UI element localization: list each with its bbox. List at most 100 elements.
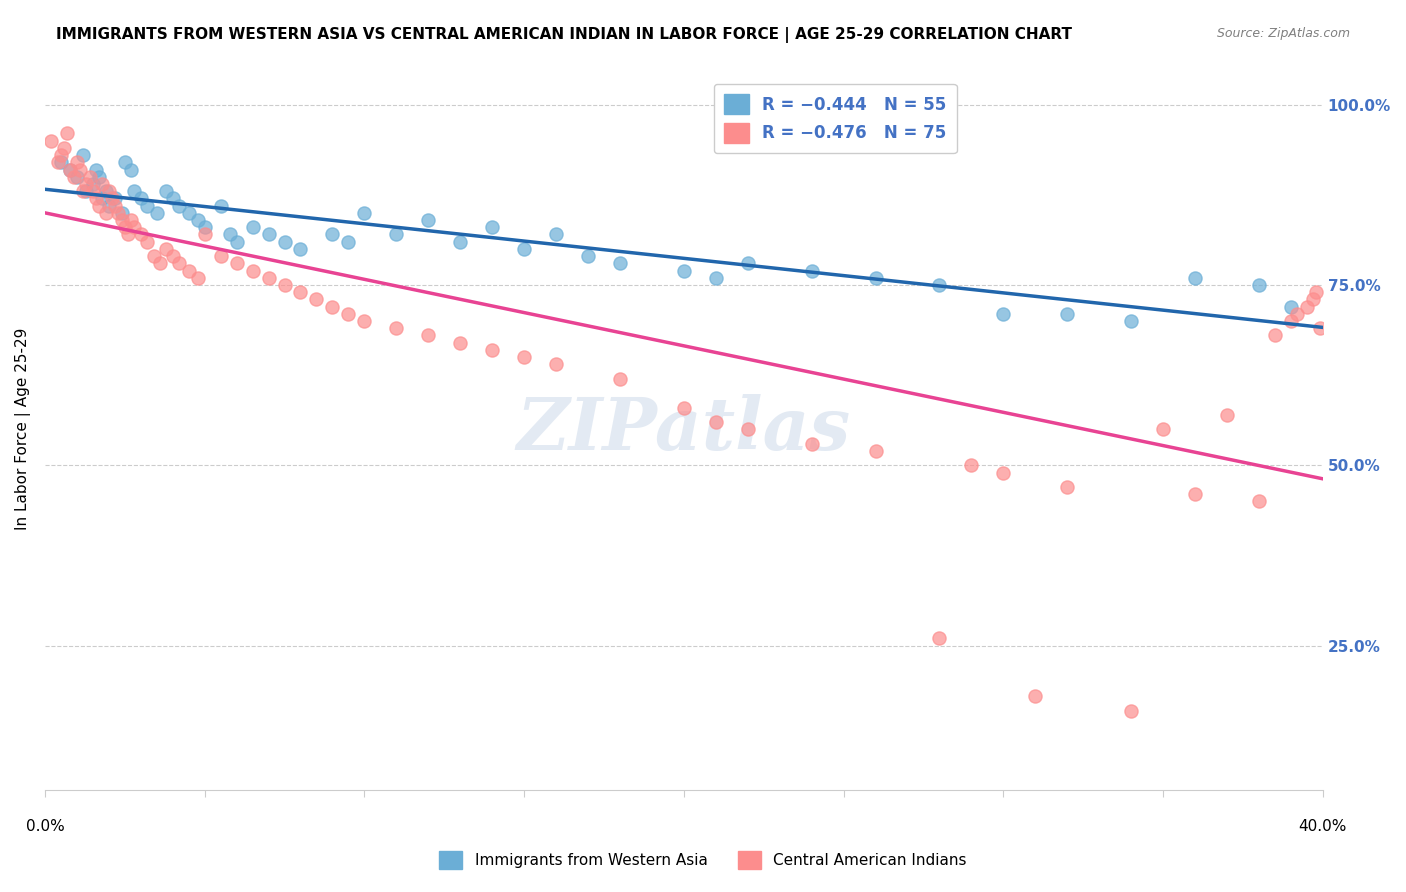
Point	[110, 213, 132, 227]
Point	[273, 235, 295, 249]
Point	[49, 155, 72, 169]
Point	[481, 343, 503, 357]
Point	[1184, 270, 1206, 285]
Point	[1056, 307, 1078, 321]
Point	[97, 198, 120, 212]
Point	[385, 321, 408, 335]
Point	[142, 249, 165, 263]
Point	[177, 206, 200, 220]
Point	[177, 263, 200, 277]
Point	[1216, 408, 1239, 422]
Text: ZIPatlas: ZIPatlas	[517, 393, 851, 465]
Point	[79, 169, 101, 184]
Point	[69, 162, 91, 177]
Point	[1152, 422, 1174, 436]
Point	[1279, 300, 1302, 314]
Point	[66, 169, 89, 184]
Point	[290, 242, 312, 256]
Point	[91, 191, 114, 205]
Point	[91, 177, 114, 191]
Point	[84, 162, 107, 177]
Point	[242, 220, 264, 235]
Point	[129, 227, 152, 242]
Point	[737, 422, 759, 436]
Point	[89, 169, 111, 184]
Point	[155, 242, 177, 256]
Point	[1286, 307, 1309, 321]
Point	[1184, 487, 1206, 501]
Point	[609, 372, 631, 386]
Point	[1309, 321, 1331, 335]
Point	[1247, 494, 1270, 508]
Point	[513, 350, 536, 364]
Point	[1264, 328, 1286, 343]
Point	[117, 227, 139, 242]
Point	[56, 127, 79, 141]
Point	[960, 458, 983, 473]
Point	[928, 277, 950, 292]
Point	[82, 184, 104, 198]
Point	[162, 191, 184, 205]
Point	[800, 436, 823, 450]
Point	[120, 162, 142, 177]
Point	[120, 213, 142, 227]
Point	[225, 256, 247, 270]
Point	[145, 206, 167, 220]
Point	[104, 191, 127, 205]
Point	[576, 249, 599, 263]
Point	[84, 191, 107, 205]
Point	[53, 141, 76, 155]
Point	[481, 220, 503, 235]
Point	[162, 249, 184, 263]
Point	[418, 213, 440, 227]
Point	[104, 198, 127, 212]
Point	[94, 184, 117, 198]
Point	[672, 263, 695, 277]
Point	[219, 227, 242, 242]
Point	[257, 270, 280, 285]
Point	[149, 256, 172, 270]
Point	[59, 162, 82, 177]
Point	[321, 227, 343, 242]
Point	[385, 227, 408, 242]
Point	[1279, 314, 1302, 328]
Point	[59, 162, 82, 177]
Point	[110, 206, 132, 220]
Text: 40.0%: 40.0%	[1299, 819, 1347, 834]
Point	[546, 227, 568, 242]
Point	[704, 270, 727, 285]
Legend: Immigrants from Western Asia, Central American Indians: Immigrants from Western Asia, Central Am…	[433, 845, 973, 875]
Point	[97, 184, 120, 198]
Point	[546, 357, 568, 371]
Point	[209, 249, 232, 263]
Point	[114, 155, 136, 169]
Point	[257, 227, 280, 242]
Point	[1056, 480, 1078, 494]
Point	[167, 256, 190, 270]
Text: Source: ZipAtlas.com: Source: ZipAtlas.com	[1216, 27, 1350, 40]
Point	[1121, 314, 1143, 328]
Point	[1121, 704, 1143, 718]
Point	[89, 198, 111, 212]
Point	[72, 148, 94, 162]
Point	[737, 256, 759, 270]
Point	[449, 235, 471, 249]
Text: 0.0%: 0.0%	[25, 819, 65, 834]
Point	[136, 235, 159, 249]
Point	[75, 177, 97, 191]
Point	[305, 293, 328, 307]
Point	[194, 227, 217, 242]
Point	[353, 314, 375, 328]
Point	[1296, 300, 1319, 314]
Point	[225, 235, 247, 249]
Point	[1024, 689, 1046, 703]
Point	[672, 401, 695, 415]
Point	[1302, 293, 1324, 307]
Point	[928, 632, 950, 646]
Point	[101, 191, 124, 205]
Point	[124, 220, 146, 235]
Point	[39, 134, 62, 148]
Point	[993, 307, 1015, 321]
Point	[114, 220, 136, 235]
Point	[418, 328, 440, 343]
